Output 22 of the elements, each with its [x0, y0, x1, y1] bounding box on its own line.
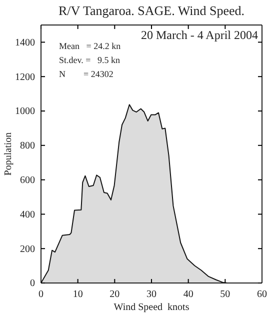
y-tick-label: 1200 [15, 72, 35, 83]
y-tick-label: 600 [20, 175, 35, 186]
y-tick-label: 0 [30, 278, 35, 290]
chart-title: R/V Tangaroa. SAGE. Wind Speed. [58, 3, 244, 18]
annotation: Mean = 24.2 kn [59, 41, 122, 51]
x-tick-label: 60 [257, 289, 267, 300]
annotation: St.dev. = 9.5 kn [59, 55, 120, 65]
x-tick-label: 0 [38, 289, 44, 300]
x-axis-title: Wind Speed knots [114, 302, 190, 313]
x-tick-label: 10 [72, 289, 83, 300]
y-tick-label: 200 [20, 244, 35, 255]
y-tick-label: 800 [20, 140, 35, 152]
annotation: N = 24302 [59, 69, 114, 79]
x-tick-label: 30 [146, 289, 156, 300]
x-tick-label: 40 [183, 289, 194, 300]
y-tick-label: 1400 [15, 37, 35, 48]
x-tick-label: 20 [110, 289, 120, 300]
y-tick-label: 400 [20, 209, 35, 220]
y-axis-title: Population [3, 132, 14, 176]
y-tick-label: 1000 [15, 106, 35, 118]
x-tick-label: 50 [220, 289, 230, 300]
annotation: 20 March - 4 April 2004 [141, 28, 258, 42]
